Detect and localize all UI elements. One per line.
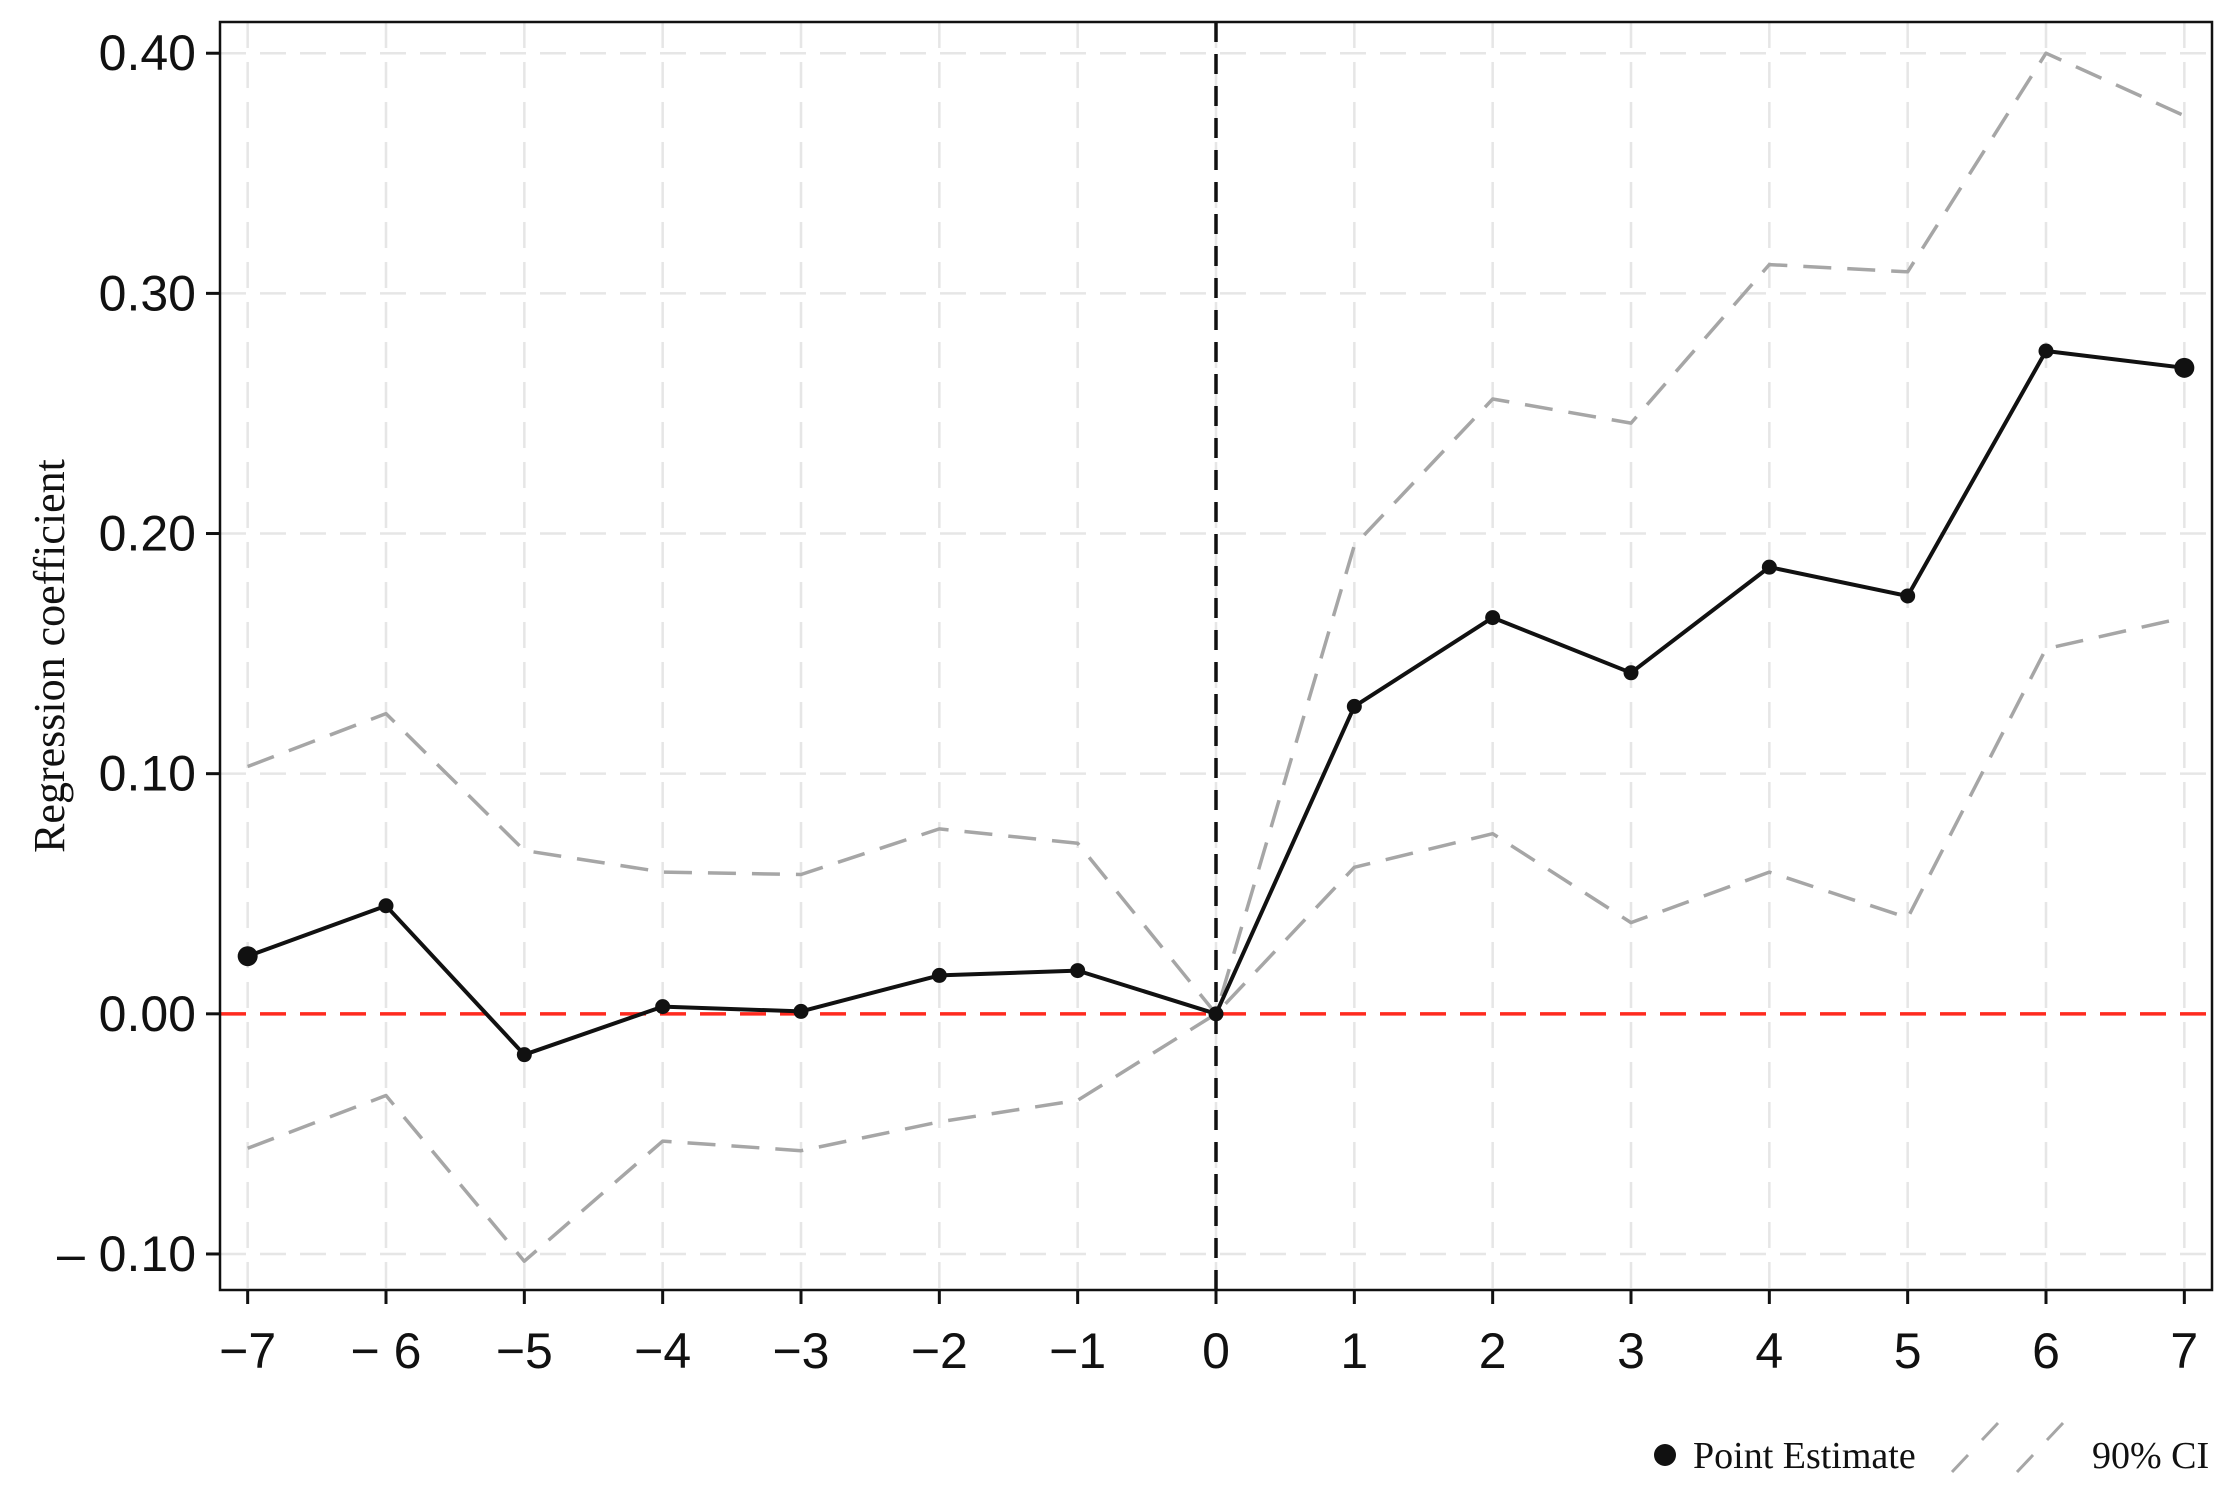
legend-ci-dash (1950, 1453, 1970, 1474)
point-estimate-marker (2174, 357, 2195, 378)
point-estimate-marker (931, 967, 947, 983)
point-estimate-marker (655, 999, 671, 1015)
point-estimate-marker (1208, 1006, 1224, 1022)
plot-frame (218, 20, 2214, 1292)
point-estimate-marker (1623, 665, 1639, 681)
legend: Point Estimate 90% CI (1654, 1421, 2209, 1477)
point-estimate-marker (1485, 610, 1501, 626)
x-tick-label: −5 (496, 1323, 553, 1379)
legend-ci-label: 90% CI (2092, 1435, 2209, 1477)
y-tick-label: 0.10 (99, 746, 196, 802)
legend-point-marker (1654, 1444, 1676, 1466)
point-estimate-marker (2038, 343, 2054, 359)
x-tick-label: 4 (1755, 1323, 1783, 1379)
x-tick-label: 5 (1894, 1323, 1922, 1379)
x-tick-label: 0 (1202, 1323, 1230, 1379)
point-estimate-marker (516, 1047, 532, 1063)
y-tick-label: 0.20 (99, 506, 196, 562)
x-tick-label: −3 (772, 1323, 829, 1379)
x-tick-label: 7 (2170, 1323, 2198, 1379)
legend-point-label: Point Estimate (1693, 1435, 1916, 1477)
gridlines (220, 22, 2212, 1290)
reference-lines (220, 22, 2212, 1290)
point-estimate-marker (1070, 963, 1086, 979)
point-estimate-marker (793, 1003, 809, 1019)
y-tick-label: 0.40 (99, 25, 196, 81)
point-estimate-marker (1346, 698, 1362, 714)
point-estimate-marker (237, 946, 258, 967)
point-estimate-marker (378, 898, 394, 914)
y-tick-label: – 0.10 (57, 1226, 196, 1282)
x-tick-label: −2 (911, 1323, 968, 1379)
legend-ci-dash (2045, 1421, 2065, 1442)
y-tick-label: 0.30 (99, 265, 196, 321)
x-tick-label: 3 (1617, 1323, 1645, 1379)
x-tick-label: 6 (2032, 1323, 2060, 1379)
x-tick-label: −1 (1049, 1323, 1106, 1379)
plot-border (218, 20, 2214, 1292)
x-axis-ticks: −7 − 6 −5 −4 −3 −2 −1 0 1 2 3 4 5 6 7 (219, 1290, 2198, 1379)
series-layer (237, 51, 2195, 1263)
x-tick-label: 2 (1479, 1323, 1507, 1379)
y-axis-ticks: – 0.10 0.00 0.10 0.20 0.30 0.40 (57, 25, 220, 1282)
point-estimate-marker (1761, 559, 1777, 575)
y-axis-title: Regression coefficient (25, 459, 74, 853)
x-tick-label: −7 (219, 1323, 276, 1379)
x-tick-label: − 6 (351, 1323, 422, 1379)
point-estimate-marker (1900, 588, 1916, 604)
legend-ci-dash (2015, 1453, 2035, 1474)
x-tick-label: 1 (1340, 1323, 1368, 1379)
y-tick-label: 0.00 (99, 986, 196, 1042)
legend-ci-dash (1980, 1421, 2000, 1442)
x-tick-label: −4 (634, 1323, 691, 1379)
